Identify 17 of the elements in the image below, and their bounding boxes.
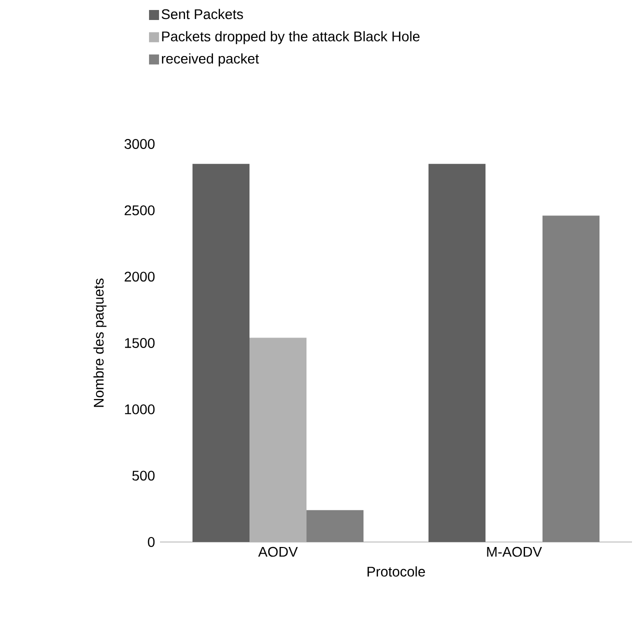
legend-label: received packet (162, 53, 259, 66)
legend-label: Sent Packets (162, 8, 243, 20)
y-tick-label: 500 (132, 470, 155, 481)
x-axis-title: Protocole (368, 566, 425, 577)
x-tick-label: M-AODV (487, 546, 542, 557)
y-tick-label: 2000 (124, 272, 155, 282)
bar (542, 216, 600, 542)
bar (250, 338, 307, 542)
y-tick-label: 2500 (124, 205, 155, 216)
y-tick-label: 3000 (124, 139, 155, 149)
bar (306, 510, 364, 542)
y-axis-title: Nombre des paquets (93, 278, 106, 407)
x-tick-label: AODV (258, 546, 298, 557)
y-tick-label: 1500 (125, 338, 155, 348)
legend-label: Packets dropped by the attack Black Hole (162, 31, 420, 44)
y-tick-label: 1000 (125, 404, 155, 414)
y-tick-label: 0 (148, 537, 155, 547)
